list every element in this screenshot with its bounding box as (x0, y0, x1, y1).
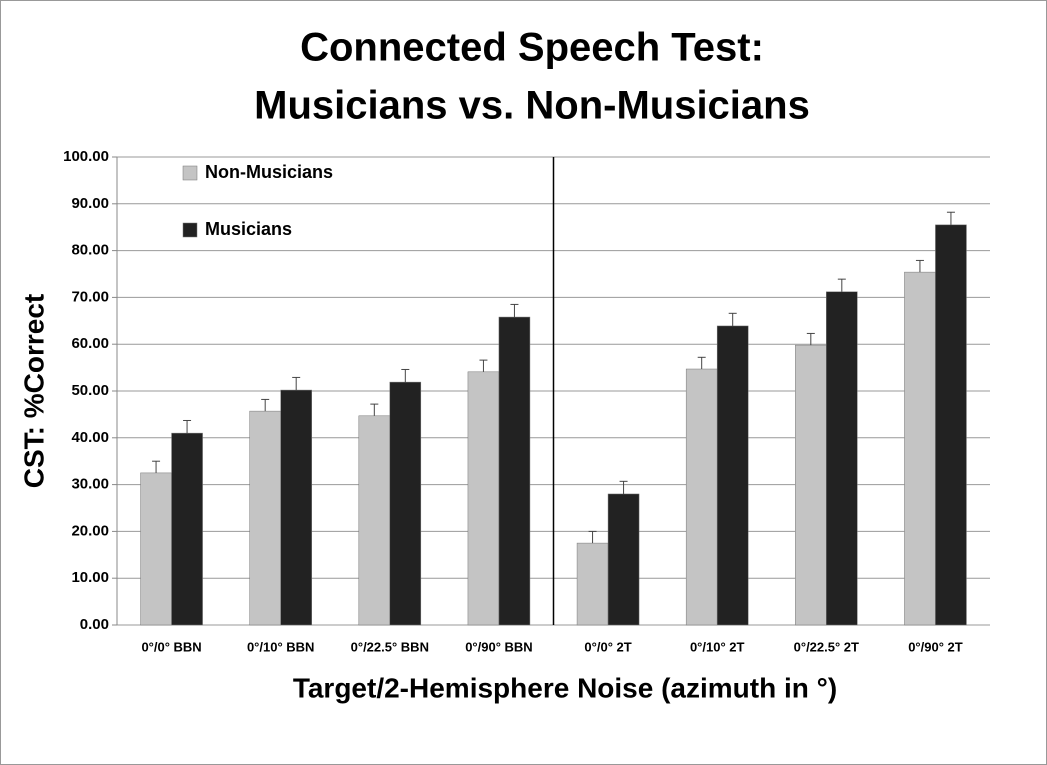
y-tick-label: 50.00 (71, 382, 109, 399)
legend-label: Non-Musicians (205, 162, 333, 182)
x-tick-label: 0°/90° 2T (908, 639, 963, 654)
x-tick-label: 0°/10° 2T (690, 639, 745, 654)
bar (935, 224, 967, 626)
bar (140, 472, 172, 626)
legend-label: Musicians (205, 219, 292, 239)
x-axis-label: Target/2-Hemisphere Noise (azimuth in °) (293, 672, 837, 703)
error-bar (728, 312, 737, 326)
y-tick-label: 80.00 (71, 242, 109, 259)
bar (826, 291, 858, 626)
y-tick-label: 70.00 (71, 288, 109, 305)
y-axis-label: CST: %Correct (18, 294, 49, 488)
bar (467, 371, 500, 626)
x-tick-label: 0°/0° BBN (141, 639, 201, 654)
error-bar (837, 278, 846, 292)
bar (795, 344, 827, 626)
chart-title: Musicians vs. Non-Musicians (254, 84, 810, 128)
y-tick-label: 60.00 (71, 335, 109, 352)
error-bar (292, 376, 301, 391)
error-bar (401, 368, 410, 383)
bar (685, 368, 718, 626)
bar (607, 493, 640, 626)
error-bar (261, 398, 270, 412)
error-bar (370, 403, 379, 416)
error-bar (806, 332, 815, 346)
bar (498, 316, 531, 626)
x-tick-label: 0°/90° BBN (465, 639, 532, 654)
bar (904, 271, 936, 626)
error-bar (697, 356, 706, 370)
bar (389, 381, 422, 626)
error-bar (619, 480, 628, 494)
error-bar (510, 303, 519, 318)
error-bar (183, 419, 192, 434)
x-tick-label: 0°/22.5° 2T (794, 639, 859, 654)
bar (358, 415, 391, 626)
y-tick-label: 90.00 (71, 195, 109, 212)
y-tick-label: 40.00 (71, 429, 109, 446)
bar (716, 325, 749, 626)
y-tick-label: 20.00 (71, 522, 109, 539)
error-bar (588, 530, 597, 544)
y-tick-label: 0.00 (80, 616, 109, 633)
error-bar (479, 359, 488, 372)
bar (280, 389, 312, 626)
chart-title: Connected Speech Test: (300, 26, 764, 70)
y-tick-label: 100.00 (63, 148, 109, 165)
legend-swatch (182, 222, 198, 238)
x-tick-label: 0°/22.5° BBN (351, 639, 429, 654)
bar (576, 542, 609, 626)
error-bar (946, 211, 955, 225)
bar (171, 432, 203, 626)
y-tick-label: 30.00 (71, 476, 109, 493)
error-bar (152, 460, 161, 473)
y-tick-label: 10.00 (71, 569, 109, 586)
error-bar (915, 259, 924, 273)
legend-swatch (182, 165, 198, 181)
x-tick-label: 0°/0° 2T (584, 639, 631, 654)
x-tick-label: 0°/10° BBN (247, 639, 314, 654)
bar (249, 410, 281, 626)
